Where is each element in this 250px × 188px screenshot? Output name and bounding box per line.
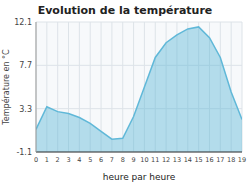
x-tick-label: 17 [216, 156, 224, 164]
x-grid-line [111, 22, 112, 152]
x-tick-label: 4 [77, 156, 81, 164]
x-tick-label: 3 [66, 156, 70, 164]
y-axis-label: Température en °C [1, 49, 11, 126]
x-axis-label: heure par heure [103, 172, 176, 182]
x-tick-label: 1 [45, 156, 49, 164]
x-tick-label: 9 [132, 156, 136, 164]
grid [36, 22, 242, 152]
area-line [36, 27, 242, 139]
y-axis-line [36, 22, 37, 152]
x-tick-label: 19 [238, 156, 246, 164]
x-tick-label: 18 [227, 156, 235, 164]
x-tick-label: 0 [34, 156, 38, 164]
area-fill [36, 27, 242, 152]
chart-container: -1.13.37.712.101234567891011121314151617… [0, 0, 250, 188]
title: Evolution de la température [38, 4, 213, 17]
x-axis-line [36, 152, 242, 153]
x-tick-label: 8 [121, 156, 125, 164]
y-tick-label: 7.7 [19, 61, 32, 70]
y-grid-line [36, 22, 242, 23]
y-tick-label: 3.3 [19, 105, 32, 114]
x-tick-label: 7 [110, 156, 114, 164]
x-tick-label: 15 [194, 156, 202, 164]
x-grid-line [122, 22, 123, 152]
x-tick-label: 13 [173, 156, 181, 164]
x-tick-label: 14 [184, 156, 192, 164]
y-grid-line [36, 152, 242, 153]
x-grid-line [36, 22, 37, 152]
plot-area [36, 27, 242, 152]
x-tick-label: 16 [205, 156, 213, 164]
y-tick-label: 12.1 [14, 18, 32, 27]
x-tick-label: 10 [140, 156, 148, 164]
ticks: -1.13.37.712.101234567891011121314151617… [14, 18, 246, 164]
x-tick-label: 5 [88, 156, 92, 164]
y-tick-label: -1.1 [16, 148, 32, 157]
x-tick-label: 2 [56, 156, 60, 164]
x-tick-label: 6 [99, 156, 103, 164]
plot-background [36, 22, 242, 152]
x-tick-label: 11 [151, 156, 159, 164]
x-tick-label: 12 [162, 156, 170, 164]
chart: -1.13.37.712.101234567891011121314151617… [0, 0, 250, 188]
